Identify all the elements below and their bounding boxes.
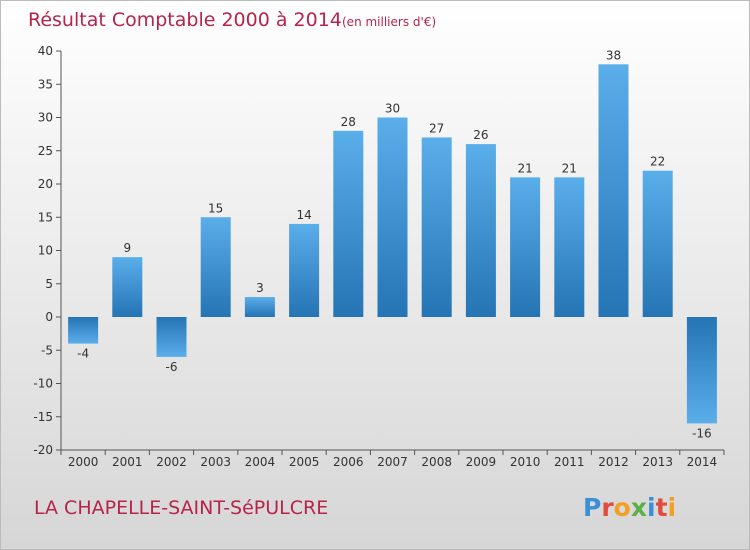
proxiti-logo: Proxiti: [583, 493, 676, 522]
x-tick-label: 2000: [68, 455, 99, 469]
commune-name: LA CHAPELLE-SAINT-SéPULCRE: [34, 497, 328, 519]
bar: [465, 144, 496, 317]
data-label: 26: [473, 128, 488, 142]
data-label: 27: [429, 121, 444, 135]
data-label: 15: [208, 201, 223, 215]
bar: [112, 257, 143, 317]
x-tick-label: 2012: [598, 455, 629, 469]
axes: -20 -15 -10 -5 0 5 10 15 20 25 30 35 40 2000 2001 2002 2…: [33, 44, 725, 469]
y-tick-label: 25: [38, 144, 53, 158]
x-tick-label: 2008: [421, 455, 452, 469]
y-tick-label: 10: [38, 244, 53, 258]
bar: [333, 130, 364, 317]
svg-text:Proxiti: Proxiti: [583, 493, 676, 522]
data-label: 22: [650, 155, 665, 169]
x-tick-label: 2004: [245, 455, 276, 469]
chart-subtitle: (en milliers d'€): [342, 15, 436, 29]
data-label: 21: [562, 161, 577, 175]
y-tick-label: 0: [45, 310, 53, 324]
x-tick-label: 2002: [156, 455, 187, 469]
x-tick-label: 2009: [466, 455, 497, 469]
data-label: 14: [296, 208, 311, 222]
data-label: 30: [385, 102, 400, 116]
bar: [598, 64, 629, 317]
x-tick-label: 2010: [510, 455, 541, 469]
y-tick-label: -5: [41, 343, 53, 357]
bar: [554, 177, 585, 317]
x-tick-label: 2007: [377, 455, 408, 469]
y-tick-label: -20: [33, 443, 53, 457]
bar: [686, 317, 717, 424]
value-labels: -4 9 -6 15 3 14 28 30 27 26 21 21 38 22 -16: [77, 48, 712, 440]
y-tick-label: 15: [38, 210, 53, 224]
y-tick-label: -10: [33, 377, 53, 391]
y-tick-label: 40: [38, 44, 53, 58]
bar: [156, 317, 187, 357]
x-tick-label: 2001: [112, 455, 143, 469]
y-tick-label: 5: [45, 277, 53, 291]
y-tick-label: 20: [38, 177, 53, 191]
bar: [244, 297, 275, 317]
data-label: -16: [692, 426, 712, 440]
data-label: -4: [77, 347, 89, 361]
bar: [200, 217, 231, 317]
bar: [289, 223, 320, 317]
bar: [642, 170, 673, 317]
data-label: 28: [341, 115, 356, 129]
x-tick-label: 2006: [333, 455, 364, 469]
data-label: 3: [256, 281, 264, 295]
data-label: 38: [606, 48, 621, 62]
y-tick-label: 30: [38, 111, 53, 125]
data-label: 9: [123, 241, 131, 255]
y-tick-label: 35: [38, 77, 53, 91]
data-label: -6: [166, 360, 178, 374]
bars: [68, 64, 717, 424]
bar: [68, 317, 99, 344]
bar: [421, 137, 452, 317]
x-tick-label: 2014: [687, 455, 718, 469]
bar: [377, 117, 408, 317]
x-tick-label: 2005: [289, 455, 320, 469]
chart-title: Résultat Comptable 2000 à 2014: [28, 9, 342, 31]
x-tick-label: 2003: [200, 455, 231, 469]
bar: [510, 177, 541, 317]
x-tick-label: 2013: [642, 455, 673, 469]
data-label: 21: [517, 161, 532, 175]
x-tick-label: 2011: [554, 455, 585, 469]
y-tick-label: -15: [33, 410, 53, 424]
